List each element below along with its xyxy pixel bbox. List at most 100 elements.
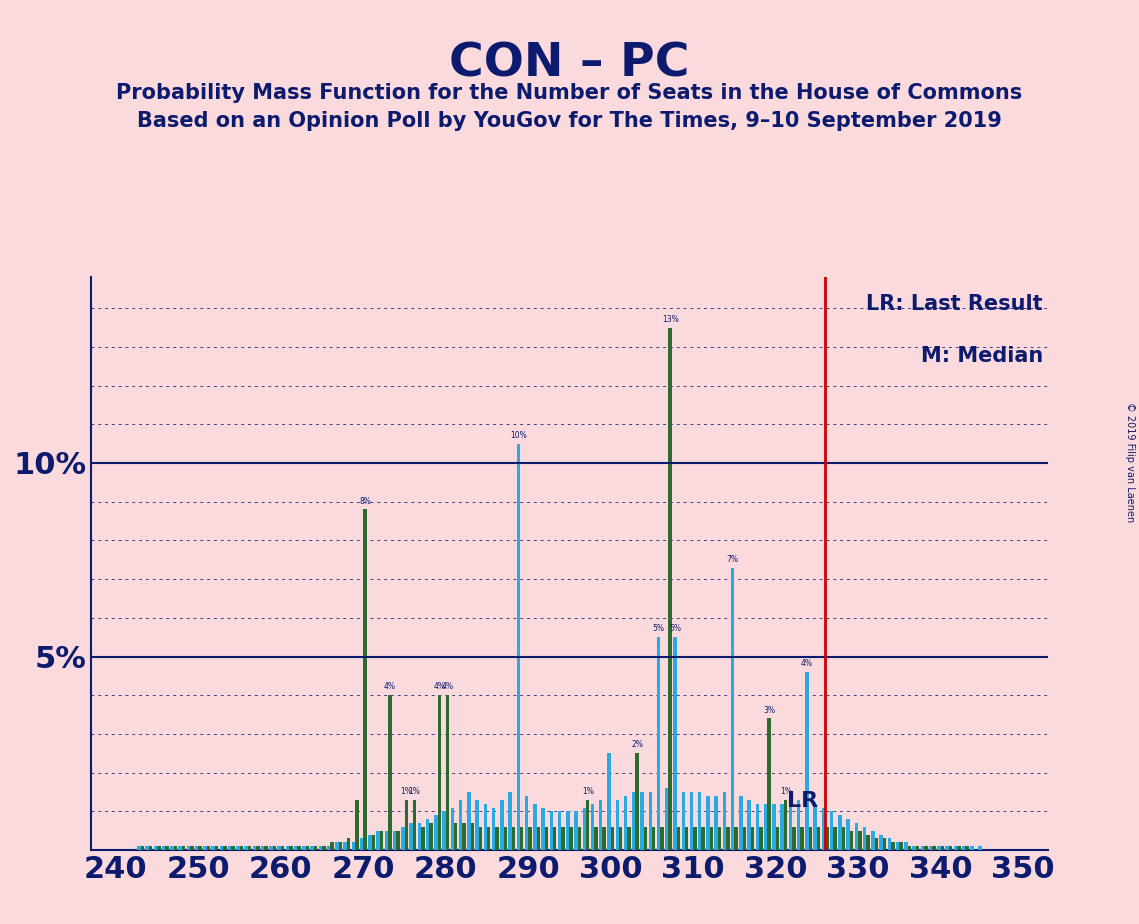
Bar (566, 811, 570, 850)
Text: Probability Mass Function for the Number of Seats in the House of Commons: Probability Mass Function for the Number… (116, 83, 1023, 103)
Bar (467, 792, 470, 850)
Bar (957, 846, 960, 850)
Bar (694, 827, 697, 850)
Bar (379, 831, 383, 850)
Bar (710, 827, 713, 850)
Bar (137, 846, 140, 850)
Bar (179, 846, 182, 850)
Bar (562, 827, 565, 850)
Bar (867, 834, 870, 850)
Bar (690, 792, 694, 850)
Bar (305, 846, 309, 850)
Text: Based on an Opinion Poll by YouGov for The Times, 9–10 September 2019: Based on an Opinion Poll by YouGov for T… (137, 111, 1002, 131)
Bar (286, 846, 289, 850)
Bar (319, 846, 322, 850)
Bar (146, 846, 149, 850)
Bar (727, 827, 730, 850)
Bar (764, 804, 768, 850)
Bar (544, 827, 548, 850)
Bar (636, 753, 639, 850)
Text: 13%: 13% (662, 315, 679, 323)
Bar (330, 843, 334, 850)
Bar (195, 846, 198, 850)
Bar (702, 827, 705, 850)
Bar (962, 846, 966, 850)
Bar (517, 444, 521, 850)
Bar (632, 792, 636, 850)
Bar (355, 800, 359, 850)
Bar (825, 827, 829, 850)
Bar (924, 846, 927, 850)
Bar (953, 846, 957, 850)
Bar (278, 846, 281, 850)
Bar (628, 827, 631, 850)
Bar (294, 846, 297, 850)
Bar (863, 827, 867, 850)
Bar (310, 846, 314, 850)
Bar (478, 827, 482, 850)
Bar (165, 846, 169, 850)
Bar (445, 695, 449, 850)
Bar (657, 638, 661, 850)
Bar (652, 827, 655, 850)
Bar (554, 827, 557, 850)
Bar (190, 846, 194, 850)
Bar (140, 846, 144, 850)
Bar (723, 792, 727, 850)
Bar (776, 827, 779, 850)
Bar (511, 827, 515, 850)
Bar (269, 846, 272, 850)
Bar (203, 846, 206, 850)
Bar (162, 846, 165, 850)
Bar (747, 800, 751, 850)
Bar (492, 808, 495, 850)
Bar (409, 823, 412, 850)
Bar (343, 843, 346, 850)
Bar (503, 827, 507, 850)
Bar (228, 846, 231, 850)
Bar (599, 800, 603, 850)
Bar (813, 804, 817, 850)
Bar (245, 846, 248, 850)
Bar (883, 838, 886, 850)
Text: 4%: 4% (801, 659, 813, 668)
Bar (661, 827, 664, 850)
Bar (528, 827, 532, 850)
Bar (714, 796, 718, 850)
Bar (611, 827, 614, 850)
Bar (648, 792, 652, 850)
Bar (681, 792, 685, 850)
Bar (371, 834, 375, 850)
Bar (396, 831, 400, 850)
Bar (570, 827, 573, 850)
Bar (793, 827, 796, 850)
Bar (772, 804, 776, 850)
Bar (404, 800, 408, 850)
Bar (281, 846, 285, 850)
Bar (879, 834, 883, 850)
Bar (945, 846, 949, 850)
Bar (346, 838, 351, 850)
Bar (698, 792, 702, 850)
Bar (912, 846, 916, 850)
Bar (421, 827, 425, 850)
Bar (618, 827, 622, 850)
Bar (322, 846, 326, 850)
Bar (454, 823, 458, 850)
Bar (170, 846, 173, 850)
Bar (904, 843, 908, 850)
Bar (768, 719, 771, 850)
Bar (871, 831, 875, 850)
Text: 1%: 1% (409, 787, 420, 796)
Bar (743, 827, 746, 850)
Bar (644, 827, 647, 850)
Text: 1%: 1% (780, 787, 792, 796)
Bar (363, 509, 367, 850)
Bar (272, 846, 276, 850)
Bar (603, 827, 606, 850)
Bar (541, 808, 544, 850)
Bar (821, 808, 825, 850)
Bar (462, 823, 466, 850)
Bar (941, 846, 944, 850)
Bar (615, 800, 618, 850)
